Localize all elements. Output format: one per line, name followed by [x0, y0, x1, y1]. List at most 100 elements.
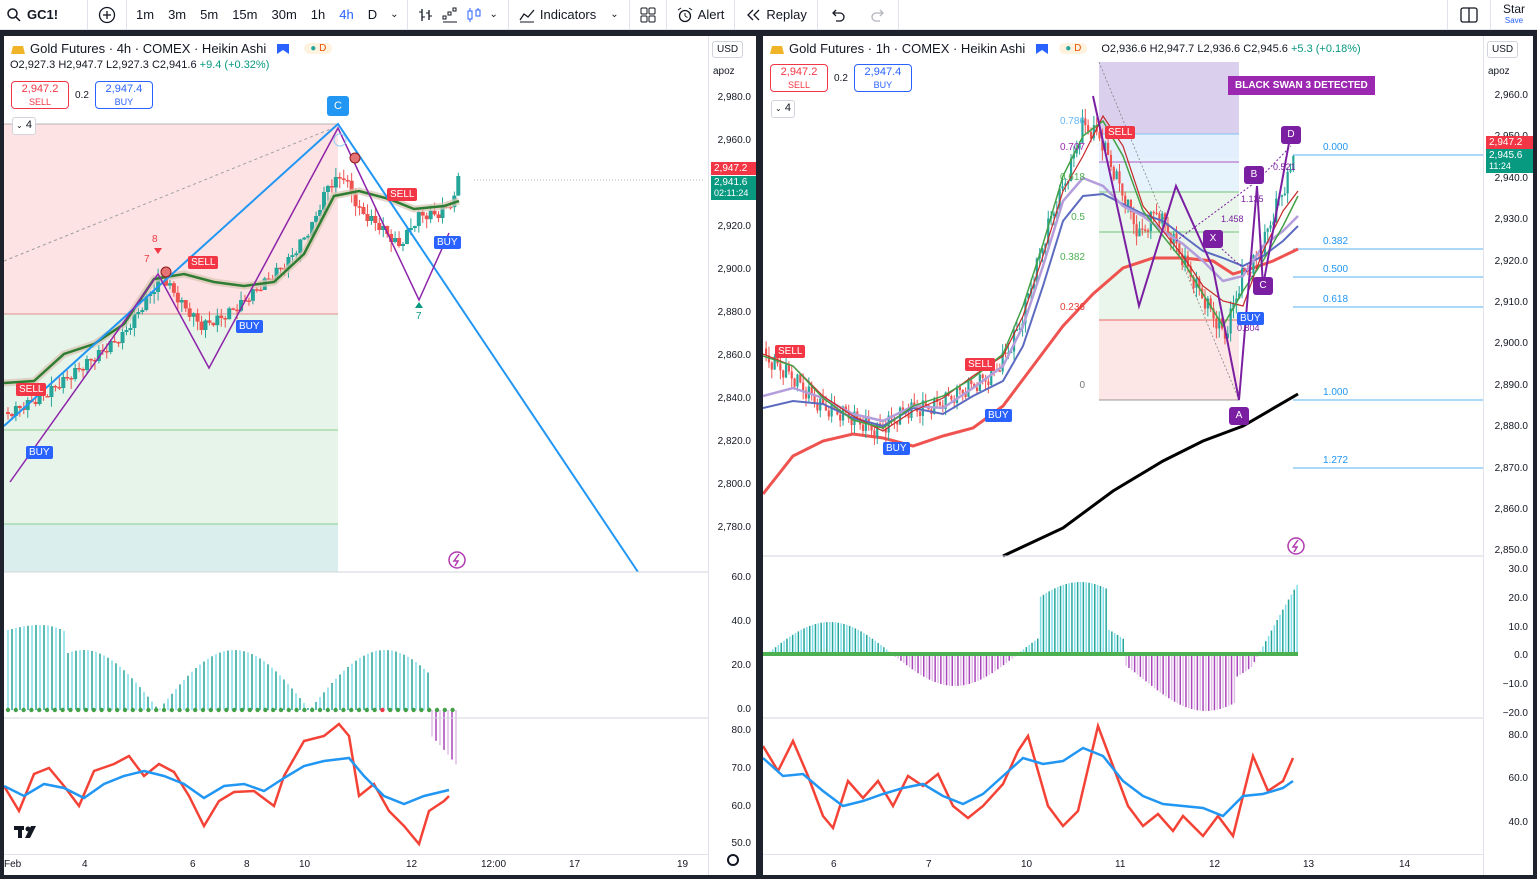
right-chart-canvas[interactable]: [763, 36, 1533, 875]
price-axis[interactable]: USD apoz 2,980.02,960.02,940.02,920.02,9…: [708, 36, 756, 875]
right-chart-pane[interactable]: X A B C D 1.458 1.135 0.521 0.804 BLACK …: [763, 36, 1533, 875]
candle-body: [870, 424, 873, 431]
indicators-collapse-button[interactable]: ⌄ 4: [771, 100, 795, 118]
signal-dot: [138, 707, 143, 713]
chevron-down-icon[interactable]: ⌄: [610, 9, 619, 20]
sell-label: SELL: [787, 80, 811, 90]
tf-5m[interactable]: 5m: [200, 7, 219, 22]
price-tick-label: 2,960.0: [1494, 90, 1528, 101]
ohlc-change: +5.3 (+0.18%): [1290, 42, 1361, 55]
rsi-tick-label: 70.0: [731, 763, 751, 774]
bars-chart-icon[interactable]: [418, 7, 434, 23]
sell-signal: SELL: [775, 345, 806, 358]
candle-body: [53, 386, 58, 388]
candle-body: [964, 393, 967, 397]
candle-body: [1286, 171, 1289, 194]
signal-dot: [216, 707, 221, 713]
candle-body: [246, 300, 251, 302]
scale-selector[interactable]: apoz: [1488, 66, 1510, 77]
time-axis[interactable]: 6 7 10 11 12 13 14: [763, 854, 1483, 875]
buy-button[interactable]: 2,947.4 BUY: [94, 81, 153, 109]
candle-body: [873, 430, 876, 437]
price-tick-label: 2,890.0: [1494, 379, 1528, 391]
candle-body: [1124, 195, 1127, 208]
candle-body: [1064, 183, 1067, 186]
chevron-down-icon[interactable]: ⌄: [390, 9, 399, 20]
moving-average-darkred: [763, 114, 1299, 432]
indicators-button[interactable]: Indicators ⌄: [509, 0, 630, 30]
alert-button[interactable]: Alert: [667, 0, 736, 30]
tf-15m[interactable]: 15m: [232, 7, 258, 22]
pattern-point-c: C: [1253, 277, 1273, 295]
undo-button[interactable]: [818, 0, 858, 30]
tf-d[interactable]: D: [367, 7, 378, 22]
signal-dot: [356, 707, 362, 713]
tf-30m[interactable]: 30m: [271, 7, 297, 22]
data-badge: ● D: [1059, 43, 1088, 54]
fullscreen-button[interactable]: [1446, 0, 1490, 30]
sell-button[interactable]: 2,947.2 SELL: [770, 64, 828, 92]
candle-body: [436, 214, 441, 218]
candle-body: [96, 350, 101, 361]
candle-body: [1161, 213, 1164, 224]
tf-4h[interactable]: 4h: [339, 7, 354, 22]
redo-button[interactable]: [858, 0, 899, 30]
settings-gear-icon[interactable]: [727, 854, 739, 866]
candle-body: [258, 289, 263, 292]
symbol-search[interactable]: GC1!: [0, 0, 88, 30]
candle-body: [1047, 218, 1050, 244]
line-chart-icon[interactable]: [442, 7, 458, 23]
fib-level-label: 0.236: [1059, 302, 1085, 313]
buy-button[interactable]: 2,947.4 BUY: [853, 64, 912, 92]
currency-selector[interactable]: USD: [712, 41, 744, 58]
tf-3m[interactable]: 3m: [168, 7, 187, 22]
time-axis[interactable]: Feb 4 6 8 10 12 12:00 17 19: [4, 854, 708, 875]
moving-average-core: [4, 189, 460, 385]
sell-button[interactable]: 2,947.2 SELL: [11, 81, 69, 109]
price-axis[interactable]: USD apoz 2,960.02,950.02,940.02,930.02,9…: [1483, 36, 1533, 875]
candle-body: [440, 206, 445, 218]
candle-body: [1209, 298, 1212, 309]
count-label: 8: [152, 234, 158, 245]
candle-body: [239, 300, 244, 311]
flag-icon[interactable]: [276, 43, 290, 55]
osc-tick-label: −10.0: [1502, 679, 1528, 690]
candle-body: [827, 410, 830, 417]
candle-body: [796, 374, 799, 387]
candle-body: [337, 177, 342, 179]
currency-selector[interactable]: USD: [1487, 41, 1519, 58]
flag-icon[interactable]: [1035, 43, 1049, 55]
indicators-collapse-button[interactable]: ⌄ 4: [12, 117, 36, 135]
candle-body: [998, 370, 1001, 372]
compare-button[interactable]: [88, 0, 127, 30]
save-button[interactable]: Star Save: [1489, 0, 1537, 30]
lightning-icon[interactable]: [1287, 537, 1305, 555]
candle-body: [876, 423, 879, 437]
scale-selector[interactable]: apoz: [713, 66, 735, 77]
candle-body: [918, 411, 922, 416]
signal-dot: [91, 707, 97, 713]
chevron-down-icon[interactable]: ⌄: [489, 9, 498, 20]
oscillator-histogram: [769, 582, 1298, 711]
left-chart-canvas[interactable]: [4, 36, 756, 875]
replay-button[interactable]: Replay: [735, 0, 818, 30]
signal-dot: [169, 707, 174, 713]
candle-body: [1166, 223, 1170, 234]
left-chart-pane[interactable]: C BUY BUY BUY SELL SELL SELL 8 7 7 Gold …: [4, 36, 756, 875]
rsi-tick-label: 60.0: [731, 801, 751, 812]
tradingview-logo[interactable]: [14, 824, 42, 845]
candles-chart-icon[interactable]: [466, 7, 482, 23]
lightning-icon[interactable]: [448, 551, 466, 569]
candle-body: [1032, 283, 1036, 289]
sell-signal: SELL: [1105, 126, 1136, 139]
candle-body: [950, 396, 953, 400]
fib-level-label: 0.618: [1059, 172, 1085, 183]
add-circle-icon: [98, 6, 116, 23]
price-tick-label: 2,920.0: [1494, 255, 1528, 267]
layouts-button[interactable]: [630, 0, 667, 30]
tf-1m[interactable]: 1m: [136, 7, 155, 22]
buy-signal: BUY: [883, 442, 910, 455]
tf-1h[interactable]: 1h: [310, 7, 326, 22]
zone-red: [4, 124, 338, 314]
time-tick-label: 7: [926, 859, 932, 870]
